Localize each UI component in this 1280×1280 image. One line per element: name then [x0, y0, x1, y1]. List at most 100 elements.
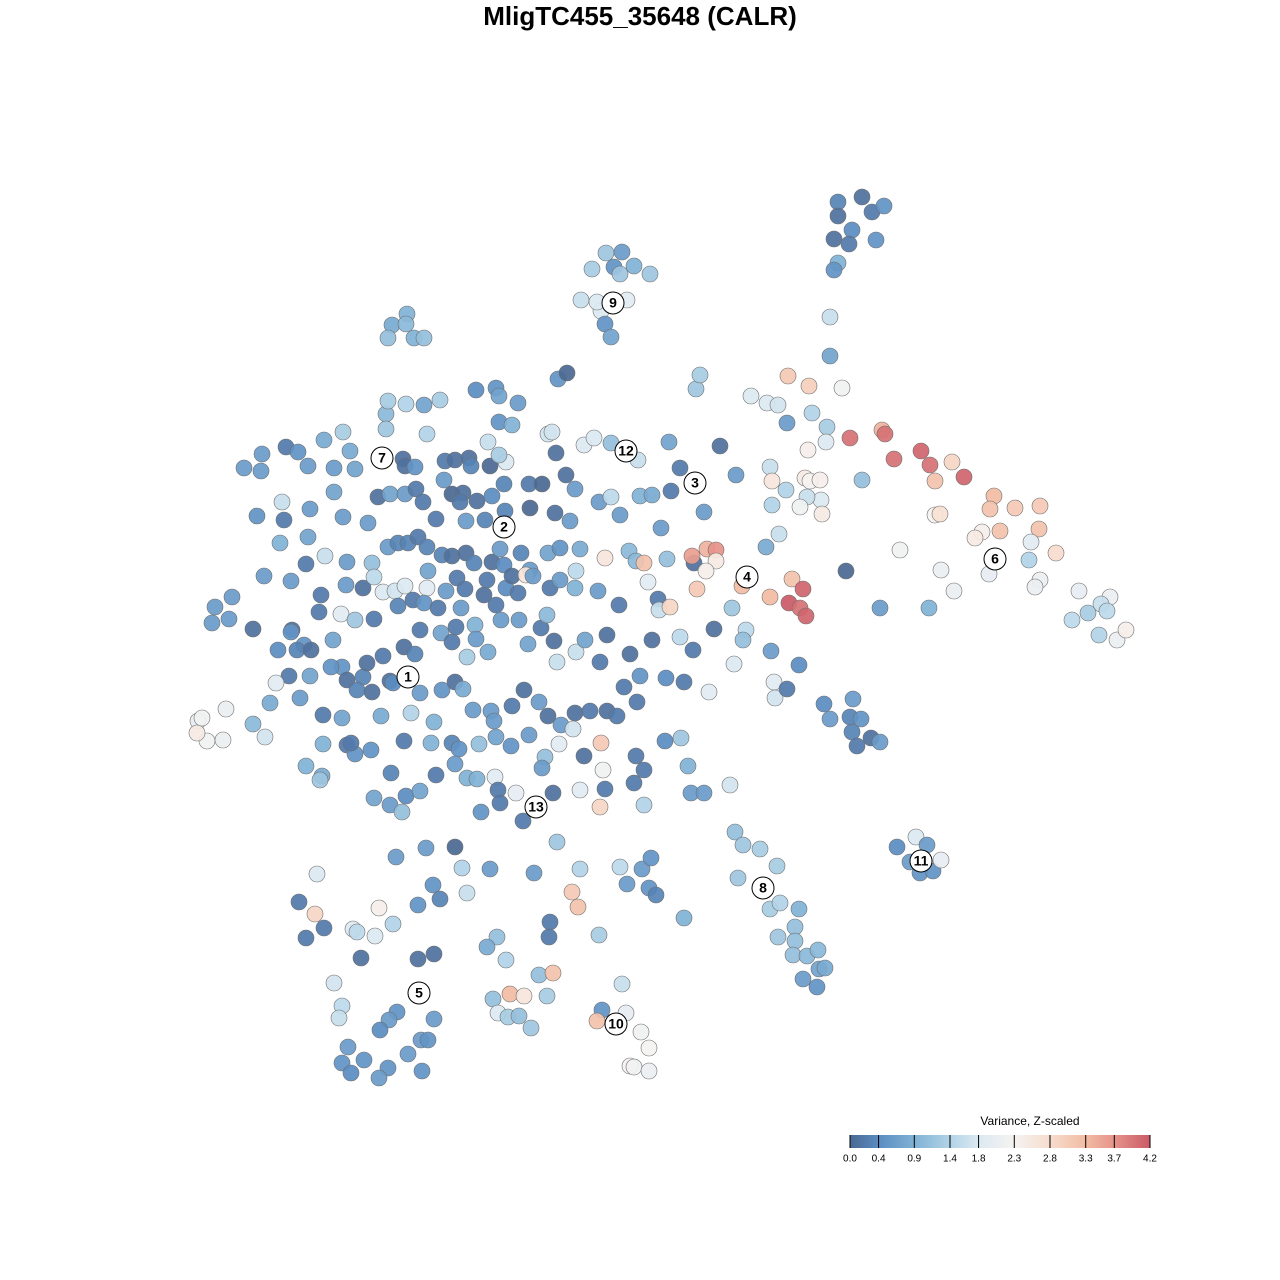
point: [711, 437, 729, 455]
point: [840, 235, 858, 253]
point: [515, 681, 533, 699]
point: [591, 653, 609, 671]
point: [632, 1023, 650, 1041]
point: [591, 798, 609, 816]
cluster-label-badge: [614, 439, 638, 463]
point: [393, 803, 411, 821]
point: [437, 582, 455, 600]
point: [800, 377, 818, 395]
point: [876, 425, 894, 443]
colorbar-tick-label: 1.8: [972, 1154, 986, 1165]
point: [809, 941, 827, 959]
point: [566, 704, 584, 722]
point: [643, 631, 661, 649]
point: [510, 611, 528, 629]
colorbar-title: Variance, Z-scaled: [980, 1114, 1079, 1128]
point: [417, 839, 435, 857]
point: [1022, 533, 1040, 551]
point: [487, 596, 505, 614]
point: [825, 261, 843, 279]
cluster-label-badge: [407, 981, 431, 1005]
point: [1026, 578, 1044, 596]
cluster-label-badge: [604, 1012, 628, 1036]
point: [571, 540, 589, 558]
point: [478, 938, 496, 956]
point: [769, 928, 787, 946]
point: [569, 898, 587, 916]
point: [490, 446, 508, 464]
point: [551, 539, 569, 557]
point: [479, 643, 497, 661]
point: [779, 367, 797, 385]
point: [346, 611, 364, 629]
point: [596, 549, 614, 567]
point: [538, 987, 556, 1005]
point: [652, 519, 670, 537]
point: [481, 457, 499, 475]
point: [431, 890, 449, 908]
point: [566, 579, 584, 597]
point: [707, 552, 725, 570]
point: [325, 483, 343, 501]
point: [550, 735, 568, 753]
point: [825, 230, 843, 248]
point: [379, 329, 397, 347]
cluster-label: 5: [415, 985, 423, 1001]
point: [338, 671, 356, 689]
point: [683, 547, 701, 565]
point: [322, 658, 340, 676]
point: [468, 492, 486, 510]
point: [348, 681, 366, 699]
point: [406, 458, 424, 476]
point: [435, 471, 453, 489]
point: [812, 491, 830, 509]
point: [783, 570, 801, 588]
point: [625, 257, 643, 275]
point: [867, 231, 885, 249]
point: [1047, 544, 1065, 562]
point: [342, 734, 360, 752]
point: [635, 796, 653, 814]
point: [551, 571, 569, 589]
point: [483, 487, 501, 505]
point: [539, 707, 557, 725]
point: [217, 700, 235, 718]
point: [813, 505, 831, 523]
cluster-label: 13: [528, 799, 544, 815]
point: [282, 623, 300, 641]
point: [640, 1062, 658, 1080]
point: [548, 833, 566, 851]
point: [487, 728, 505, 746]
point: [399, 1045, 417, 1063]
point: [837, 562, 855, 580]
point: [625, 774, 643, 792]
point: [742, 387, 760, 405]
point: [621, 645, 639, 663]
point: [671, 628, 689, 646]
point: [333, 709, 351, 727]
point: [490, 387, 508, 405]
colorbar-tick-label: 2.3: [1007, 1154, 1021, 1165]
point: [1070, 582, 1088, 600]
point: [808, 978, 826, 996]
point: [611, 858, 629, 876]
point: [1079, 604, 1097, 622]
point: [524, 567, 542, 585]
point: [602, 488, 620, 506]
point: [397, 787, 415, 805]
point: [510, 1007, 528, 1025]
point: [794, 580, 812, 598]
point: [843, 723, 861, 741]
point: [315, 431, 333, 449]
point: [223, 588, 241, 606]
point: [723, 599, 741, 617]
point: [244, 620, 262, 638]
point: [415, 329, 433, 347]
point: [377, 420, 395, 438]
point: [955, 468, 973, 486]
point: [585, 429, 603, 447]
point: [571, 781, 589, 799]
point: [248, 507, 266, 525]
point: [311, 771, 329, 789]
point: [734, 836, 752, 854]
